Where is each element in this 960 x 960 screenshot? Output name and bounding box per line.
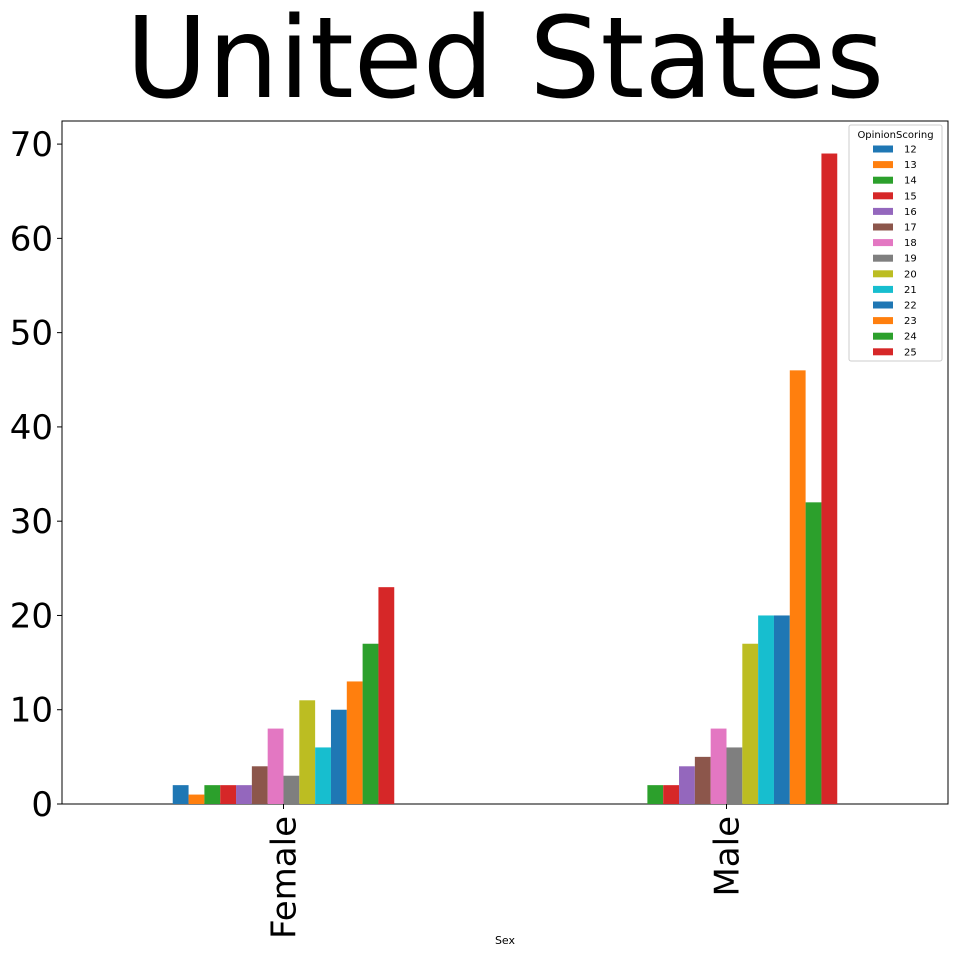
x-axis: Female Male xyxy=(265,804,748,939)
bar-male-16 xyxy=(679,766,695,804)
bar-female-24 xyxy=(362,643,379,804)
legend-swatch-21 xyxy=(873,285,893,293)
legend: OpinionScoring 12 13 14 15 16 17 18 19 20 21 22 23 2… xyxy=(848,124,943,362)
legend-label-25: 25 xyxy=(904,347,917,358)
bar-male-24 xyxy=(805,502,822,804)
legend-label-23: 23 xyxy=(904,316,917,327)
legend-label-15: 15 xyxy=(904,191,917,202)
y-tick-label: 0 xyxy=(31,785,53,825)
legend-box xyxy=(848,124,943,362)
bar-male-17 xyxy=(694,756,711,804)
legend-label-22: 22 xyxy=(904,301,917,312)
legend-swatch-24 xyxy=(873,332,893,340)
bar-female-19 xyxy=(283,775,300,804)
bar-male-23 xyxy=(789,370,806,804)
legend-swatch-16 xyxy=(873,207,893,215)
legend-label-24: 24 xyxy=(904,332,917,343)
bar-female-17 xyxy=(251,766,268,804)
bar-male-18 xyxy=(710,728,727,804)
bar-male-19 xyxy=(726,747,743,804)
bar-male-15 xyxy=(663,785,680,804)
x-tick-label-male: Male xyxy=(708,816,748,897)
bar-female-15 xyxy=(220,785,237,804)
bar-male-22 xyxy=(773,615,790,804)
legend-label-12: 12 xyxy=(904,145,917,156)
legend-swatch-15 xyxy=(873,192,893,200)
legend-swatch-18 xyxy=(873,239,893,247)
legend-label-21: 21 xyxy=(904,285,917,296)
legend-label-19: 19 xyxy=(904,254,917,265)
legend-entries: 12 13 14 15 16 17 18 19 20 21 22 23 24 25 xyxy=(873,145,917,358)
legend-swatch-19 xyxy=(873,254,893,262)
legend-swatch-25 xyxy=(873,348,893,356)
x-axis-label: Sex xyxy=(495,934,516,947)
y-tick-label: 30 xyxy=(10,502,53,542)
legend-label-18: 18 xyxy=(904,238,917,249)
bar-female-22 xyxy=(330,709,347,804)
legend-title: OpinionScoring xyxy=(857,130,933,141)
legend-swatch-14 xyxy=(873,176,893,184)
bar-male-20 xyxy=(742,643,759,804)
bar-female-12 xyxy=(172,785,189,804)
y-tick-label: 10 xyxy=(10,691,53,731)
bar-female-16 xyxy=(236,785,252,804)
plot-area-frame xyxy=(61,120,949,805)
bars-group xyxy=(172,153,838,804)
y-tick-label: 70 xyxy=(10,125,53,165)
y-tick-label: 60 xyxy=(10,219,53,259)
legend-swatch-22 xyxy=(873,301,893,309)
legend-swatch-17 xyxy=(873,223,893,231)
chart-title: United States xyxy=(126,0,884,124)
y-tick-label: 20 xyxy=(10,596,53,636)
bar-male-25 xyxy=(821,153,838,804)
legend-label-13: 13 xyxy=(904,160,917,171)
bar-female-13 xyxy=(188,794,205,804)
bar-female-18 xyxy=(267,728,284,804)
legend-swatch-20 xyxy=(873,270,893,278)
y-axis: 0 10 20 30 40 50 60 70 xyxy=(10,125,62,825)
legend-swatch-13 xyxy=(873,161,893,169)
bar-male-21 xyxy=(758,615,774,804)
bar-female-14 xyxy=(204,785,221,804)
legend-label-16: 16 xyxy=(904,207,917,218)
legend-label-14: 14 xyxy=(904,176,917,187)
bar-female-25 xyxy=(378,587,395,804)
bar-female-23 xyxy=(346,681,363,804)
bar-female-20 xyxy=(299,700,316,804)
bar-female-21 xyxy=(315,747,331,804)
y-tick-label: 50 xyxy=(10,314,53,354)
legend-swatch-12 xyxy=(873,145,893,153)
legend-swatch-23 xyxy=(873,317,893,325)
legend-label-20: 20 xyxy=(904,269,917,280)
x-tick-label-female: Female xyxy=(265,816,305,939)
legend-label-17: 17 xyxy=(904,223,917,234)
y-tick-label: 40 xyxy=(10,408,53,448)
bar-male-14 xyxy=(647,785,664,804)
